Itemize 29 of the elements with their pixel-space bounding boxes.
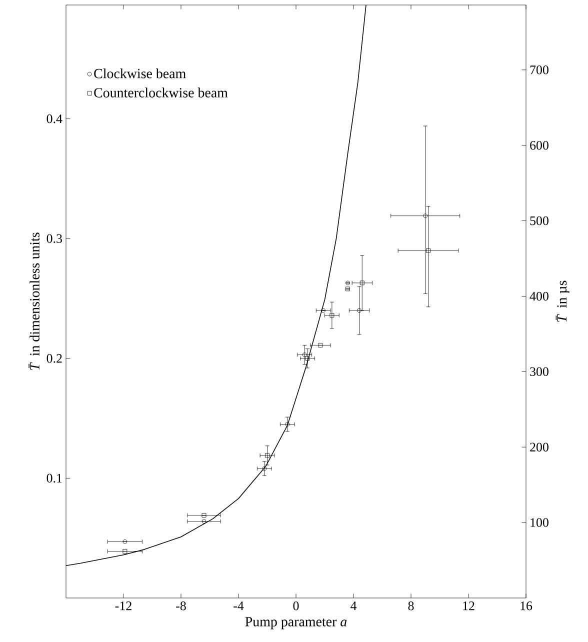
y-tick-label: 0.1 xyxy=(46,474,62,483)
x-tick-label: -4 xyxy=(234,602,244,610)
y-tick-label: 0.2 xyxy=(46,354,62,363)
legend-label: Counterclockwise beam xyxy=(94,88,228,98)
x-tick-label: -12 xyxy=(115,602,132,610)
y-tick-label: 0.3 xyxy=(46,234,62,243)
y2-axis-title: T̄ in µs xyxy=(556,280,570,322)
y2-tick-label: 100 xyxy=(530,518,548,527)
x-tick-label: 8 xyxy=(408,602,414,610)
x-axis-title: Pump parameter a xyxy=(245,617,347,630)
x-tick-label: 0 xyxy=(293,602,299,610)
point xyxy=(265,453,270,458)
y2-tick-label: 500 xyxy=(530,216,548,226)
x-tick-label: -8 xyxy=(176,602,186,610)
y2-tick-label: 700 xyxy=(530,66,548,74)
y2-tick-label: 200 xyxy=(530,442,548,452)
y2-tick-label: 600 xyxy=(530,140,548,150)
legend-label: Clockwise beam xyxy=(94,68,186,78)
y2-tick-label: 400 xyxy=(530,292,548,301)
point xyxy=(330,313,334,318)
point xyxy=(305,356,310,361)
x-tick-label: 16 xyxy=(520,602,532,610)
y-tick-label: 0.4 xyxy=(46,114,62,124)
point xyxy=(346,286,350,292)
y-axis-title: T̄ in dimensionless units xyxy=(28,232,40,370)
point xyxy=(426,248,430,253)
x-tick-label: 4 xyxy=(350,602,357,610)
y2-tick-label: 300 xyxy=(530,367,548,376)
x-tick-label: 12 xyxy=(463,602,474,610)
